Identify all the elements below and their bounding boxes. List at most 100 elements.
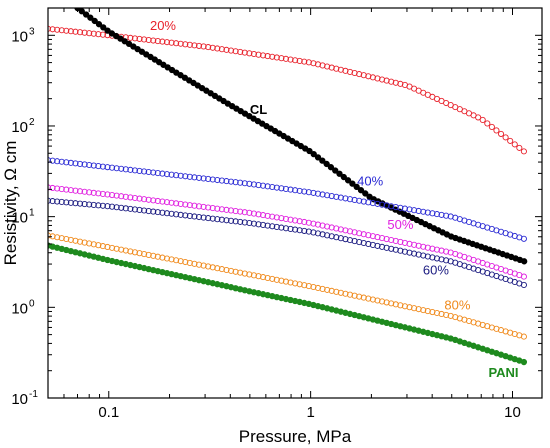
data-point xyxy=(141,251,148,258)
data-point xyxy=(324,286,331,293)
data-point xyxy=(420,208,427,215)
x-axis-label: Pressure, MPa xyxy=(239,427,352,446)
data-point xyxy=(369,296,376,303)
series-label: 50% xyxy=(387,217,413,232)
data-point xyxy=(163,171,171,178)
data-point xyxy=(205,263,212,270)
data-point xyxy=(360,239,367,247)
data-point xyxy=(163,210,171,217)
data-point xyxy=(502,134,509,141)
x-tick-label: 0.1 xyxy=(98,404,119,421)
data-point xyxy=(282,215,290,222)
data-point xyxy=(346,291,354,298)
data-point xyxy=(173,200,180,207)
data-point xyxy=(100,24,107,31)
data-point xyxy=(324,232,331,239)
y-tick-exponent: 0 xyxy=(29,298,35,309)
y-tick-exponent: 1 xyxy=(29,208,35,219)
data-point xyxy=(246,271,253,278)
data-point xyxy=(305,283,312,290)
data-point xyxy=(205,204,212,211)
data-point xyxy=(127,194,134,201)
data-point xyxy=(429,245,436,252)
data-point xyxy=(319,222,326,229)
data-point xyxy=(344,177,352,184)
data-point xyxy=(168,210,175,217)
data-point xyxy=(337,226,344,233)
data-point xyxy=(278,224,285,231)
data-point xyxy=(173,172,180,179)
data-point xyxy=(136,167,143,174)
data-point xyxy=(159,198,166,205)
data-point xyxy=(163,255,171,262)
data-point xyxy=(255,221,262,228)
data-point xyxy=(401,303,408,310)
data-point xyxy=(438,247,445,254)
data-point xyxy=(250,50,257,58)
data-point xyxy=(90,30,97,37)
data-point xyxy=(168,199,175,206)
data-point xyxy=(278,277,285,284)
data-point xyxy=(365,240,372,248)
data-point xyxy=(237,218,244,225)
data-point xyxy=(287,186,294,193)
data-point xyxy=(63,199,70,206)
data-point xyxy=(227,178,235,185)
data-point xyxy=(99,243,106,250)
data-point xyxy=(314,284,322,292)
data-point xyxy=(342,290,349,297)
data-point xyxy=(86,30,93,37)
data-point xyxy=(76,200,84,207)
data-point xyxy=(296,218,303,225)
data-point xyxy=(95,202,102,209)
data-point xyxy=(241,180,248,187)
y-tick-label: 10 xyxy=(11,391,28,408)
data-point xyxy=(346,237,354,244)
data-point xyxy=(72,200,79,207)
data-point xyxy=(122,205,129,212)
data-point xyxy=(118,204,125,211)
data-point xyxy=(301,282,308,289)
data-point xyxy=(58,185,65,193)
data-point xyxy=(287,279,294,286)
data-point xyxy=(374,234,381,241)
data-point xyxy=(292,57,299,64)
data-point xyxy=(328,192,335,200)
data-point xyxy=(406,206,413,213)
data-point xyxy=(95,242,102,249)
data-point xyxy=(415,207,422,215)
data-point xyxy=(346,228,354,235)
data-point xyxy=(327,164,335,171)
data-point xyxy=(109,191,116,199)
data-point xyxy=(218,177,225,184)
data-point xyxy=(63,186,70,193)
data-point xyxy=(246,209,253,216)
data-point xyxy=(424,244,431,251)
data-point xyxy=(324,192,331,199)
data-point xyxy=(383,299,390,306)
data-point xyxy=(173,211,180,218)
data-point xyxy=(305,189,312,196)
data-point xyxy=(127,205,134,212)
data-point xyxy=(282,185,290,192)
data-point xyxy=(342,195,349,202)
data-point xyxy=(76,188,84,195)
data-point xyxy=(99,202,106,209)
data-point xyxy=(141,36,148,43)
series-40pct xyxy=(48,157,527,242)
data-point xyxy=(195,203,203,210)
data-point xyxy=(415,306,422,313)
data-point xyxy=(81,29,88,36)
data-point xyxy=(356,293,363,300)
data-point xyxy=(406,249,413,256)
data-point xyxy=(365,232,372,239)
data-point xyxy=(305,219,312,226)
data-point xyxy=(314,230,322,237)
data-point xyxy=(415,251,422,258)
data-point xyxy=(323,160,330,168)
data-point xyxy=(232,268,239,275)
data-point xyxy=(63,27,70,34)
data-point xyxy=(314,154,322,161)
data-point xyxy=(86,189,93,196)
